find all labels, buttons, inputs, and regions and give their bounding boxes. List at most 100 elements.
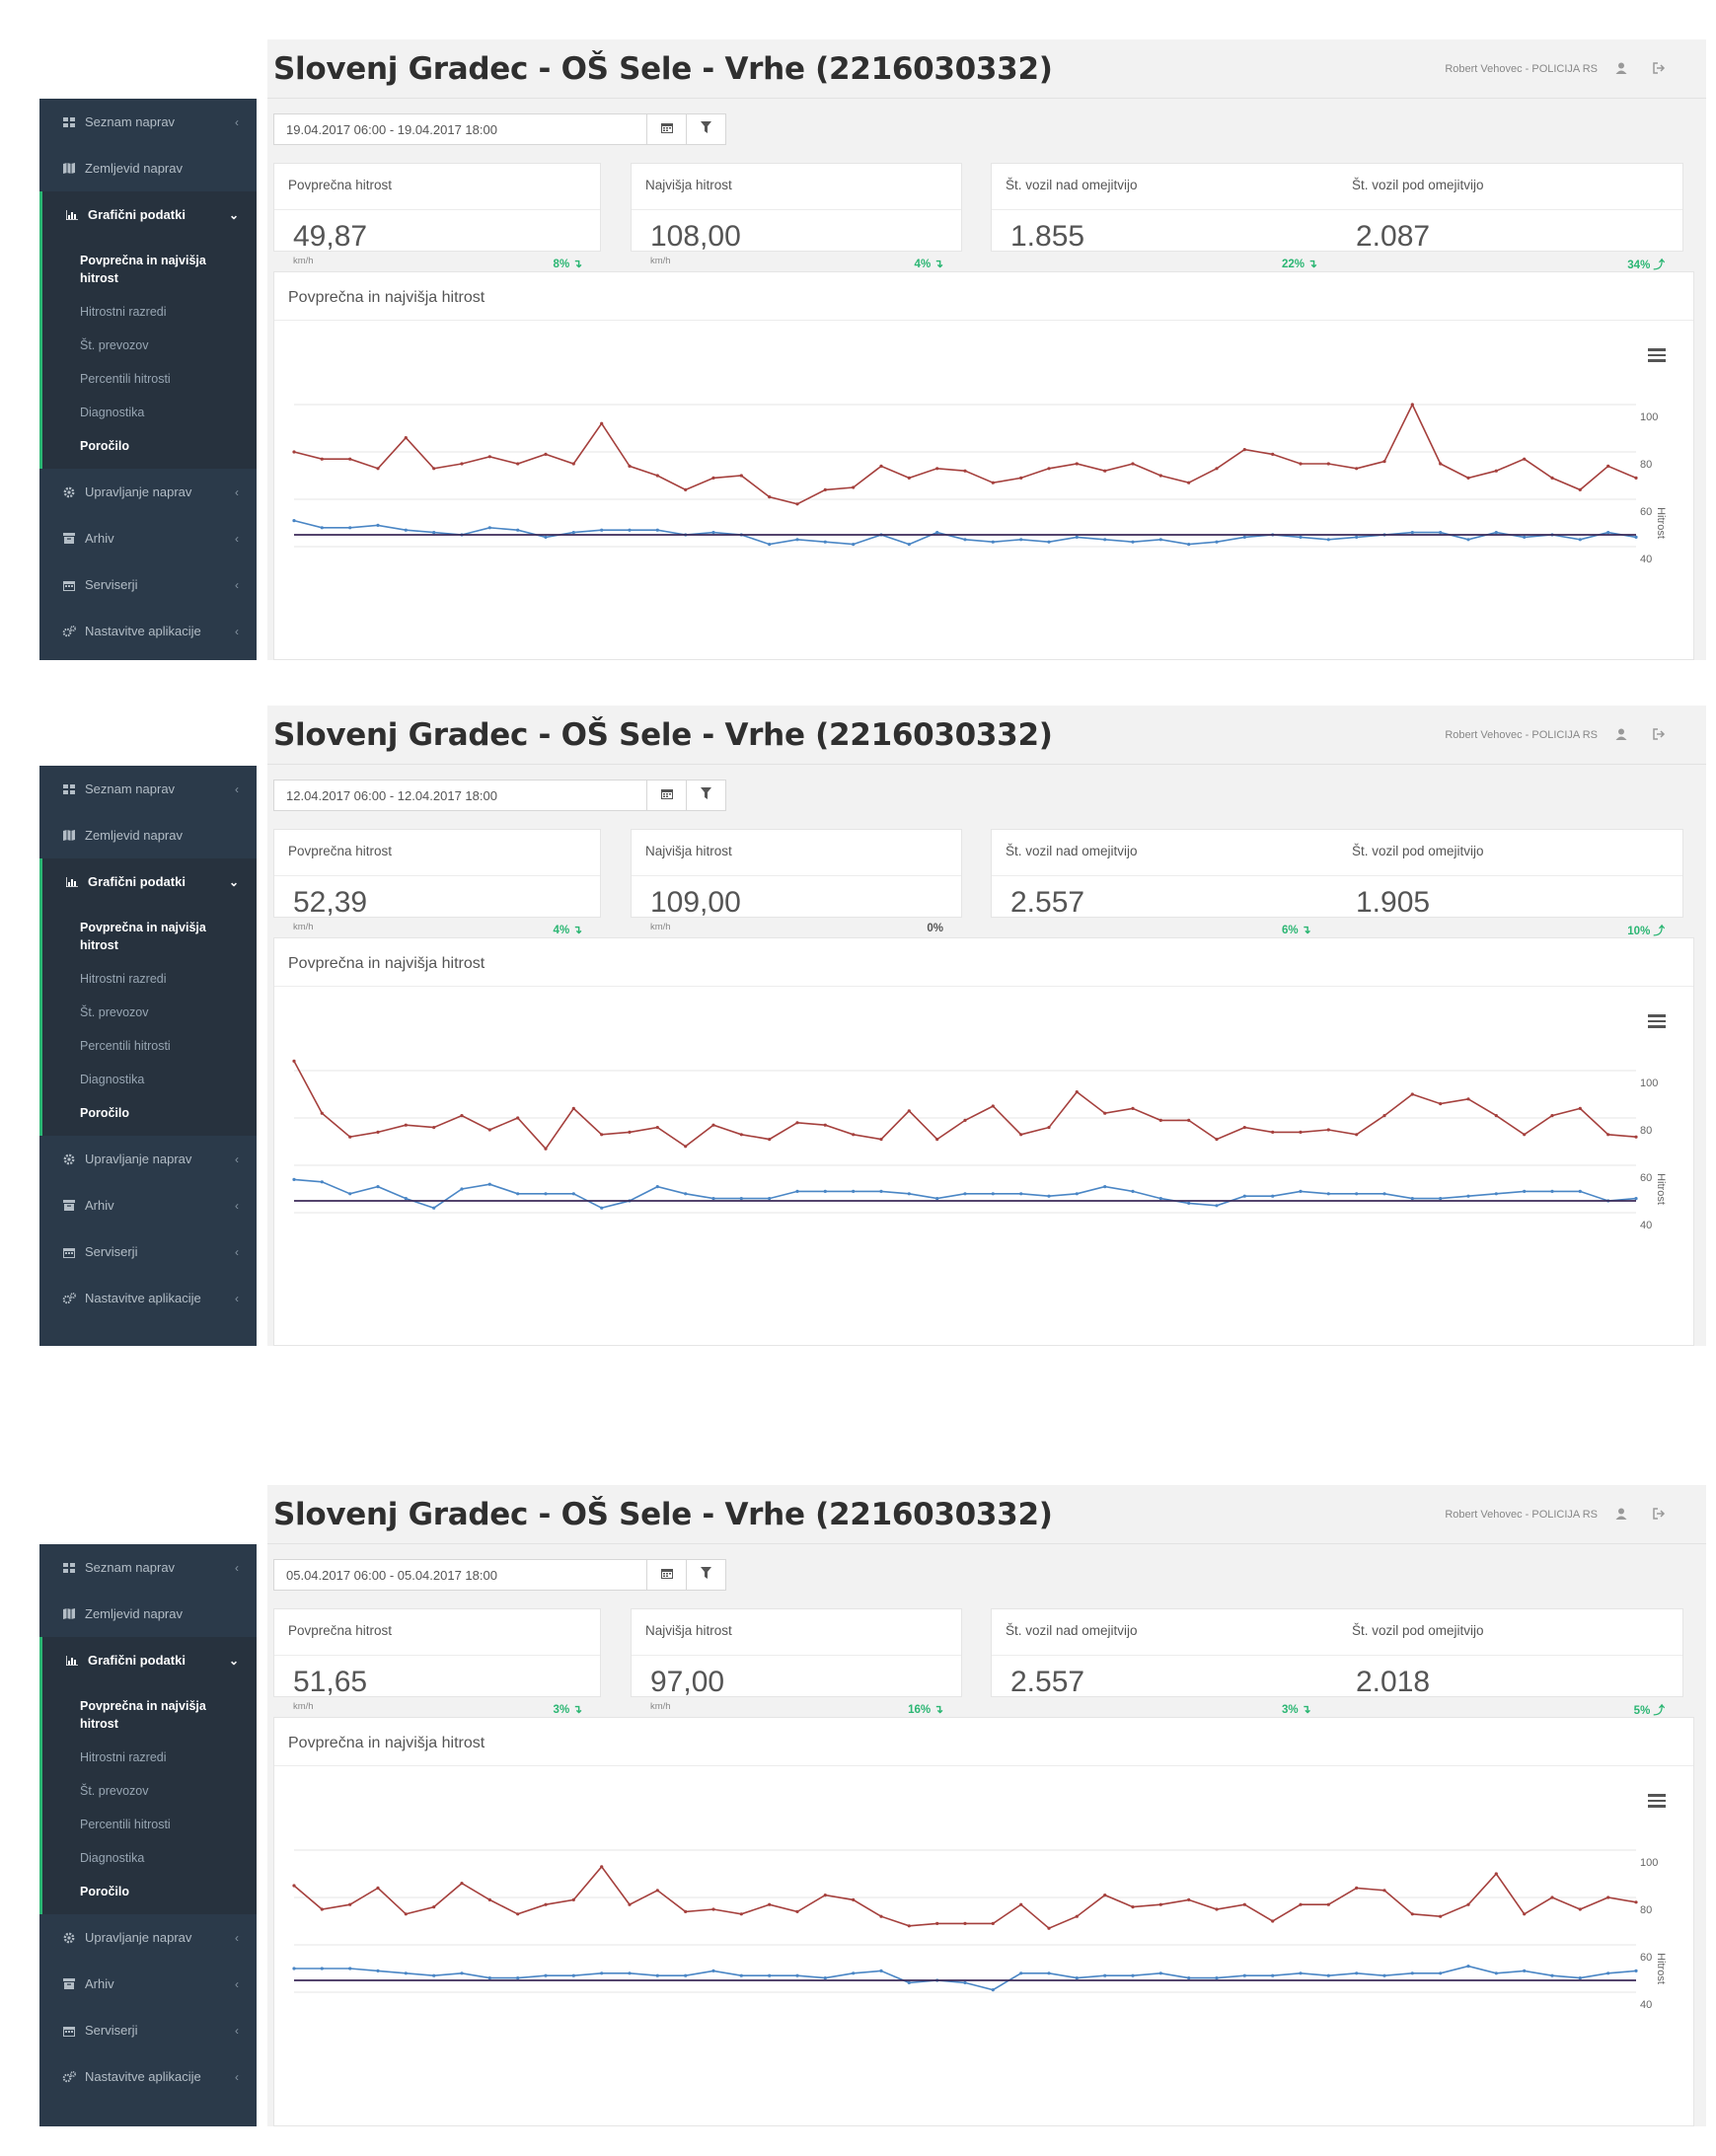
user-icon[interactable]	[1615, 1507, 1629, 1521]
user-name[interactable]: Robert Vehovec - POLICIJA RS	[1445, 1509, 1598, 1521]
submenu-item-speed-percentiles[interactable]: Percentili hitrosti	[80, 1039, 171, 1053]
filter-icon	[701, 786, 711, 804]
sidebar-item-servicers[interactable]: Serviserji ‹	[39, 561, 257, 608]
user-name[interactable]: Robert Vehovec - POLICIJA RS	[1445, 63, 1598, 75]
calendar-button[interactable]	[647, 113, 687, 145]
submenu-item-speed-classes[interactable]: Hitrostni razredi	[80, 1750, 167, 1764]
page-header: Slovenj Gradec - OŠ Sele - Vrhe (2216030…	[267, 1485, 1706, 1544]
avg-speed-point	[600, 1206, 604, 1210]
submenu-item-avg-max-speed[interactable]: Povprečna in najvišja hitrost	[80, 1699, 206, 1731]
chart-menu-icon[interactable]	[1648, 1014, 1666, 1028]
calendar-button[interactable]	[647, 1559, 687, 1591]
submenu-item-speed-classes[interactable]: Hitrostni razredi	[80, 972, 167, 986]
map-icon	[62, 163, 76, 175]
sidebar-item-device-list[interactable]: Seznam naprav ‹	[39, 1544, 257, 1591]
calendar-button[interactable]	[647, 780, 687, 811]
logout-icon[interactable]	[1653, 1507, 1667, 1521]
user-name[interactable]: Robert Vehovec - POLICIJA RS	[1445, 729, 1598, 741]
avg-speed-point	[1075, 1976, 1079, 1980]
submenu-item-report[interactable]: Poročilo	[80, 1106, 130, 1120]
chevron-left-icon: ‹	[235, 1198, 239, 1213]
sidebar-item-device-map[interactable]: Zemljevid naprav	[39, 1591, 257, 1637]
stat-label: Št. vozil pod omejitvijo	[1352, 1623, 1484, 1638]
filter-button[interactable]	[687, 1559, 726, 1591]
sidebar-item-device-management[interactable]: Upravljanje naprav ‹	[39, 1914, 257, 1961]
sidebar-item-device-management[interactable]: Upravljanje naprav ‹	[39, 1136, 257, 1182]
max-speed-point	[739, 474, 743, 478]
sidebar-item-device-map[interactable]: Zemljevid naprav	[39, 812, 257, 858]
submenu-item-speed-classes[interactable]: Hitrostni razredi	[80, 305, 167, 319]
sidebar-item-graphical-data[interactable]: Grafični podatki ⌄	[39, 858, 257, 905]
submenu-item-diagnostics[interactable]: Diagnostika	[80, 406, 145, 419]
sidebar-item-device-list[interactable]: Seznam naprav ‹	[39, 766, 257, 812]
submenu-item-pass-count[interactable]: Št. prevozov	[80, 338, 149, 352]
date-range-input[interactable]: 19.04.2017 06:00 - 19.04.2017 18:00	[273, 113, 647, 145]
stat-change-over: 6% ↴	[1282, 925, 1311, 936]
submenu-item-speed-percentiles[interactable]: Percentili hitrosti	[80, 372, 171, 386]
submenu-item-pass-count[interactable]: Št. prevozov	[80, 1005, 149, 1019]
max-speed-point	[1242, 1902, 1246, 1906]
filter-button[interactable]	[687, 113, 726, 145]
sidebar-item-app-settings[interactable]: Nastavitve aplikacije ‹	[39, 1275, 257, 1321]
gears-icon	[62, 2070, 76, 2083]
avg-speed-point	[1158, 538, 1162, 542]
max-speed-point	[1355, 1886, 1359, 1890]
stat-label: Št. vozil pod omejitvijo	[1352, 178, 1484, 192]
submenu-item-report[interactable]: Poročilo	[80, 439, 130, 453]
sidebar-item-app-settings[interactable]: Nastavitve aplikacije ‹	[39, 608, 257, 654]
user-icon[interactable]	[1615, 61, 1629, 75]
y-axis-label: Hitrost	[1655, 507, 1667, 539]
sidebar-item-device-map[interactable]: Zemljevid naprav	[39, 145, 257, 191]
page-title: Slovenj Gradec - OŠ Sele - Vrhe (2216030…	[273, 1497, 1053, 1532]
submenu-item-avg-max-speed[interactable]: Povprečna in najvišja hitrost	[80, 254, 206, 285]
logout-icon[interactable]	[1653, 61, 1667, 75]
avg-speed-point	[1326, 1973, 1330, 1977]
gears-icon	[62, 1292, 76, 1304]
max-speed-point	[1019, 476, 1023, 480]
user-icon[interactable]	[1615, 727, 1629, 741]
chevron-left-icon: ‹	[235, 1930, 239, 1945]
sidebar-item-servicers[interactable]: Serviserji ‹	[39, 1228, 257, 1275]
stat-value: 51,65	[293, 1666, 368, 1698]
max-speed-point	[292, 1059, 296, 1063]
submenu-item-pass-count[interactable]: Št. prevozov	[80, 1784, 149, 1798]
max-speed-point	[1131, 462, 1135, 466]
sidebar-item-label: Arhiv	[85, 1198, 114, 1213]
sidebar-item-archive[interactable]: Arhiv ‹	[39, 1182, 257, 1228]
max-speed-point	[1494, 1114, 1498, 1118]
sidebar-item-archive[interactable]: Arhiv ‹	[39, 1961, 257, 2007]
date-range-input[interactable]: 05.04.2017 06:00 - 05.04.2017 18:00	[273, 1559, 647, 1591]
sidebar-item-device-management[interactable]: Upravljanje naprav ‹	[39, 469, 257, 515]
submenu-item-speed-percentiles[interactable]: Percentili hitrosti	[80, 1818, 171, 1831]
submenu-item-diagnostics[interactable]: Diagnostika	[80, 1851, 145, 1865]
submenu-item-diagnostics[interactable]: Diagnostika	[80, 1073, 145, 1086]
avg-speed-point	[1047, 540, 1051, 544]
sidebar-item-archive[interactable]: Arhiv ‹	[39, 515, 257, 561]
sidebar-item-graphical-data[interactable]: Grafični podatki ⌄	[39, 1637, 257, 1683]
gear-icon	[62, 486, 76, 498]
chart-menu-icon[interactable]	[1648, 1794, 1666, 1808]
sidebar-item-device-list[interactable]: Seznam naprav ‹	[39, 99, 257, 145]
date-range-input[interactable]: 12.04.2017 06:00 - 12.04.2017 18:00	[273, 780, 647, 811]
sidebar-item-servicers[interactable]: Serviserji ‹	[39, 2007, 257, 2053]
avg-speed-point	[1494, 1971, 1498, 1975]
stat-change-over: 22% ↴	[1282, 259, 1317, 270]
stat-change: 8% ↴	[553, 259, 582, 270]
max-speed-point	[963, 1118, 967, 1122]
sidebar-item-label: Grafični podatki	[88, 207, 186, 222]
stat-value: 52,39	[293, 886, 368, 919]
filter-button[interactable]	[687, 780, 726, 811]
max-speed-point	[432, 1126, 436, 1130]
submenu-item-avg-max-speed[interactable]: Povprečna in najvišja hitrost	[80, 921, 206, 952]
max-speed-point	[544, 1902, 548, 1906]
max-speed-point	[1271, 1130, 1275, 1134]
logout-icon[interactable]	[1653, 727, 1667, 741]
max-speed-point	[1158, 1118, 1162, 1122]
chart-menu-icon[interactable]	[1648, 348, 1666, 362]
max-speed-point	[348, 457, 352, 461]
sidebar-item-graphical-data[interactable]: Grafični podatki ⌄	[39, 191, 257, 238]
max-speed-point	[404, 1912, 408, 1916]
sidebar-item-app-settings[interactable]: Nastavitve aplikacije ‹	[39, 2053, 257, 2100]
stat-label: Povprečna hitrost	[288, 1623, 393, 1638]
submenu-item-report[interactable]: Poročilo	[80, 1885, 130, 1898]
